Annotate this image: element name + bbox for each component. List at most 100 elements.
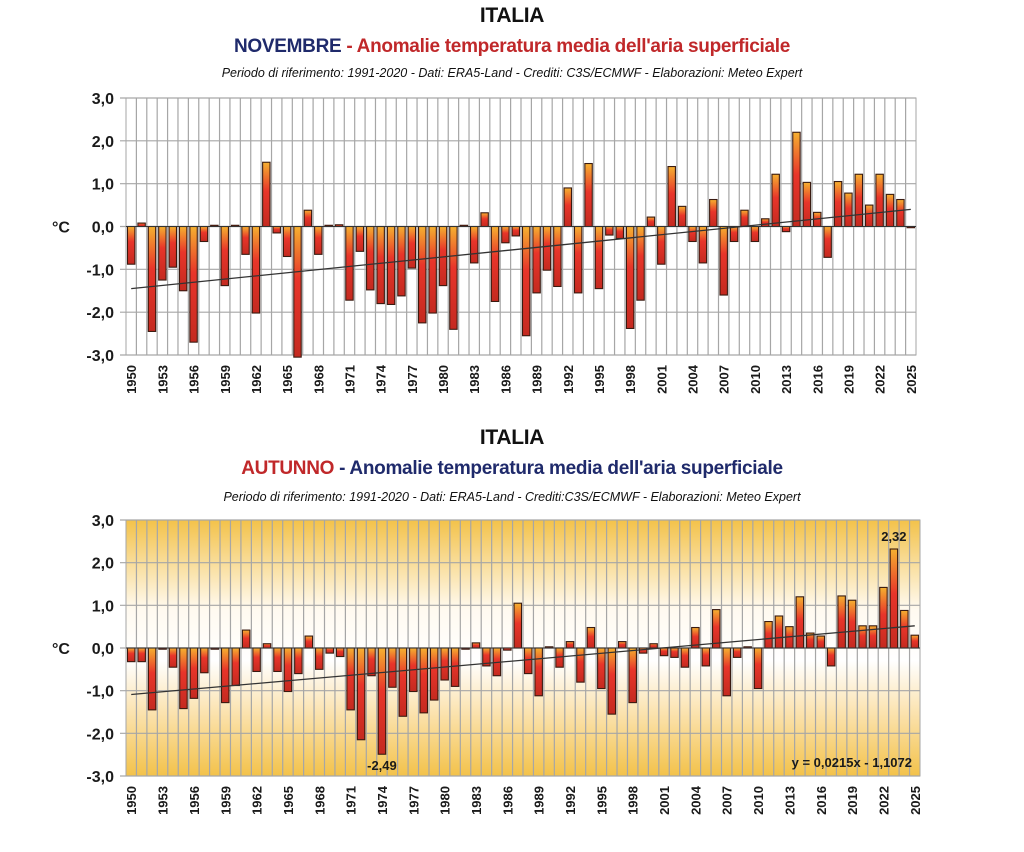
bar-1968 — [315, 647, 324, 670]
chart-autunno: 3,0 2,0 1,0 0,0 -1,0 -2,0 -3,0 °C 1950 1953 1956 19… — [52, 513, 923, 815]
bar-1997 — [617, 641, 627, 649]
bar-1989 — [532, 225, 541, 294]
bar-2010 — [750, 225, 760, 243]
bar-1964 — [272, 225, 281, 234]
bar-1951 — [137, 647, 146, 663]
bar-1992 — [565, 641, 575, 649]
bar-1957 — [199, 225, 209, 243]
x-tick-label: 2019 — [845, 786, 860, 815]
x-tick-label: 1956 — [187, 365, 202, 394]
x-tick-label: 1977 — [405, 365, 420, 394]
bar-2019 — [844, 192, 853, 228]
bar-2017 — [826, 647, 836, 667]
x-tick-label: 2016 — [810, 365, 825, 394]
x-tick-label: 1959 — [218, 365, 233, 394]
x-tick-label: 2010 — [748, 365, 763, 394]
bar-1975 — [388, 647, 397, 688]
bar-1957 — [200, 647, 209, 674]
x-tick-label: 1959 — [218, 786, 233, 815]
bar-2017 — [823, 225, 832, 258]
bar-2002 — [670, 647, 679, 658]
chart-title: ITALIA — [479, 426, 545, 449]
bar-1973 — [366, 225, 375, 291]
bar-2020 — [854, 173, 864, 228]
bar-1993 — [576, 647, 585, 683]
x-tick-label: 2004 — [688, 785, 703, 815]
bar-1996 — [607, 647, 617, 715]
bar-1986 — [501, 225, 510, 244]
y-tick-label: 0,0 — [92, 220, 114, 237]
bar-1967 — [304, 635, 314, 649]
bar-2021 — [864, 204, 874, 228]
bar-1959 — [220, 225, 229, 287]
bar-2001 — [659, 647, 669, 657]
bar-1993 — [573, 225, 583, 294]
bar-2023 — [889, 548, 899, 649]
bar-1985 — [490, 225, 500, 303]
bar-1960 — [231, 647, 240, 687]
bar-1981 — [450, 647, 460, 687]
bar-1979 — [428, 225, 437, 314]
trendline — [131, 625, 915, 696]
bar-1965 — [282, 225, 292, 258]
bar-1964 — [273, 647, 282, 673]
bar-2000 — [646, 216, 656, 228]
bar-1983 — [471, 642, 481, 649]
bar-2007 — [719, 225, 728, 296]
bar-2012 — [771, 173, 780, 228]
subtitle-description: - Anomalie temperatura media dell'aria s… — [339, 458, 783, 479]
bar-1998 — [628, 647, 637, 704]
bar-1976 — [398, 647, 408, 717]
y-axis-label: °C — [52, 220, 70, 237]
bar-2025 — [910, 634, 920, 649]
bar-1997 — [615, 225, 624, 240]
bar-2018 — [833, 180, 843, 228]
data-label-2023: 2,32 — [881, 529, 906, 544]
chart-novembre: 3,0 2,0 1,0 0,0 -1,0 -2,0 -3,0 °C 1950 1953 1956 19… — [52, 91, 919, 394]
x-tick-label: 1974 — [374, 364, 389, 394]
x-tick-label: 1950 — [124, 786, 139, 815]
x-tick-label: 1989 — [532, 786, 547, 815]
bar-1966 — [293, 225, 302, 358]
x-tick-label: 1974 — [375, 785, 390, 815]
x-tick-label: 1962 — [249, 365, 264, 394]
chart-subtitle: AUTUNNO - Anomalie temperatura media del… — [0, 458, 1024, 480]
x-tick-label: 2007 — [717, 365, 732, 394]
bar-1952 — [147, 225, 157, 332]
bar-1956 — [189, 647, 199, 699]
trendline — [131, 208, 911, 290]
bar-1968 — [314, 225, 323, 255]
x-tick-label: 1965 — [281, 786, 296, 815]
bar-1989 — [534, 647, 543, 697]
x-tick-label: 2022 — [873, 365, 888, 394]
chart-panel-novembre: ITALIA NOVEMBRE - Anomalie temperatura m… — [0, 0, 1024, 420]
bar-1979 — [429, 647, 439, 701]
subtitle-description: - Anomalie temperatura media dell'aria s… — [346, 36, 790, 57]
bar-1996 — [605, 225, 614, 236]
x-tick-label: 1995 — [594, 786, 609, 815]
y-tick-label: -1,0 — [86, 262, 114, 279]
bar-2010 — [753, 647, 763, 690]
bar-1954 — [168, 225, 178, 268]
data-label-1974: -2,49 — [367, 758, 397, 773]
bar-2022 — [879, 586, 888, 649]
x-tick-label: 1977 — [406, 786, 421, 815]
bar-1974 — [377, 647, 387, 755]
subtitle-month: NOVEMBRE — [234, 36, 342, 57]
chart-panel-autunno: ITALIA AUTUNNO - Anomalie temperatura me… — [0, 420, 1024, 852]
x-tick-label: 1956 — [187, 786, 202, 815]
bar-2012 — [774, 615, 784, 649]
bar-1967 — [303, 209, 313, 228]
bar-1974 — [376, 225, 385, 305]
x-tick-label: 1986 — [498, 365, 513, 394]
bar-1951 — [137, 222, 146, 228]
bar-1981 — [449, 225, 458, 330]
bar-1966 — [294, 647, 303, 675]
bar-1988 — [523, 647, 533, 675]
bar-1954 — [168, 647, 178, 668]
bar-1972 — [355, 225, 365, 252]
bar-2006 — [712, 609, 721, 649]
x-tick-label: 1995 — [592, 365, 607, 394]
x-tick-label: 2025 — [904, 365, 919, 394]
bar-1987 — [513, 602, 523, 649]
